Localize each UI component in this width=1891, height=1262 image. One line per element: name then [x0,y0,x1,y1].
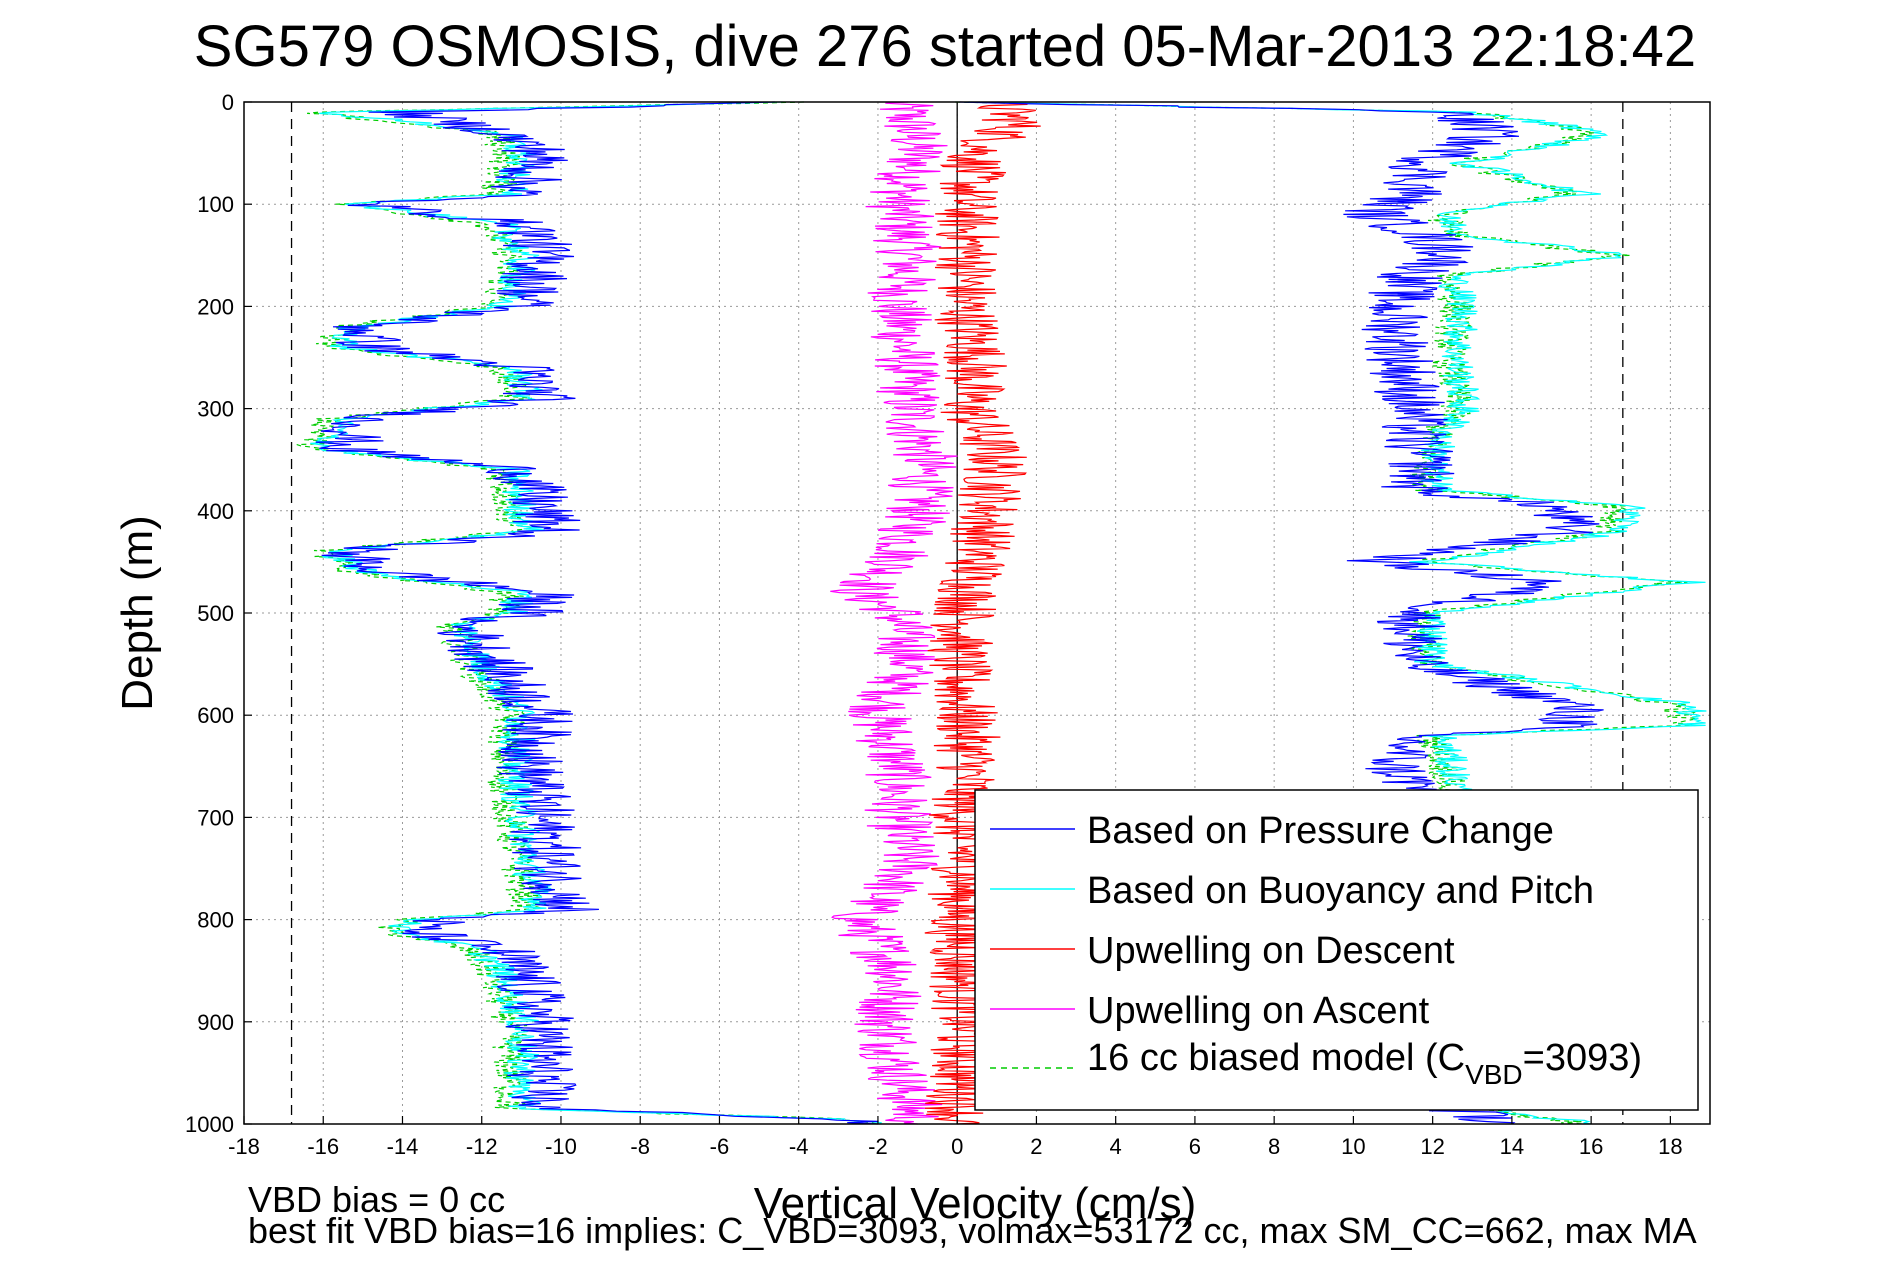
x-tick-label: 2 [1030,1134,1042,1159]
legend-box [974,789,1699,1111]
x-tick-label: 8 [1268,1134,1280,1159]
y-tick-label: 800 [197,908,234,933]
series-3-line [830,101,958,1125]
x-axis-ticks: -18 -16 -14 -12 -10 -8 -6 -4 -2 0 2 4 6 8 10 12 14 16 18 [228,1116,1683,1159]
x-tick-label: -12 [466,1134,498,1159]
best-fit-note: best fit VBD bias=16 implies: C_VBD=3093… [248,1210,1697,1251]
x-tick-label: -8 [630,1134,650,1159]
y-axis-label: Depth (m) [113,515,162,711]
series-0-descent-line [315,101,879,1125]
series-2-line [924,101,1041,1125]
x-axis-label: Vertical Velocity (cm/s) [754,1179,1197,1228]
legend-label-biased-model: 16 cc biased model (CVBD=3093) [1087,1037,1642,1090]
legend-label-pressure: Based on Pressure Change [1087,810,1554,852]
x-tick-label: 4 [1110,1134,1122,1159]
x-tick-label: -18 [228,1134,260,1159]
y-tick-label: 200 [197,294,234,319]
legend: Based on Pressure Change Based on Buoyan… [974,789,1699,1111]
x-tick-label: 16 [1579,1134,1603,1159]
x-tick-label: 14 [1500,1134,1524,1159]
y-tick-label: 700 [197,805,234,830]
x-tick-label: -10 [545,1134,577,1159]
legend-label-buoyancy: Based on Buoyancy and Pitch [1087,870,1594,912]
chart-title: SG579 OSMOSIS, dive 276 started 05-Mar-2… [194,14,1696,79]
y-axis-ticks: 0 100 200 300 400 500 600 700 800 900 1000 [185,90,252,1137]
y-tick-label: 500 [197,601,234,626]
x-tick-label: -4 [789,1134,809,1159]
x-tick-label: 10 [1341,1134,1365,1159]
x-tick-label: 18 [1658,1134,1682,1159]
x-tick-label: -16 [307,1134,339,1159]
x-tick-label: -6 [710,1134,730,1159]
y-tick-label: 1000 [185,1112,234,1137]
legend-label-ascent: Upwelling on Ascent [1087,990,1430,1032]
vbd-bias-note: VBD bias = 0 cc [248,1179,505,1220]
y-tick-label: 100 [197,192,234,217]
y-tick-label: 300 [197,397,234,422]
y-tick-label: 0 [222,90,234,115]
y-tick-label: 400 [197,499,234,524]
y-tick-label: 900 [197,1010,234,1035]
y-tick-label: 600 [197,703,234,728]
x-tick-label: -14 [387,1134,419,1159]
x-tick-label: 0 [951,1134,963,1159]
x-tick-label: 12 [1420,1134,1444,1159]
x-tick-label: -2 [868,1134,888,1159]
legend-label-descent: Upwelling on Descent [1087,930,1455,972]
x-tick-label: 6 [1189,1134,1201,1159]
